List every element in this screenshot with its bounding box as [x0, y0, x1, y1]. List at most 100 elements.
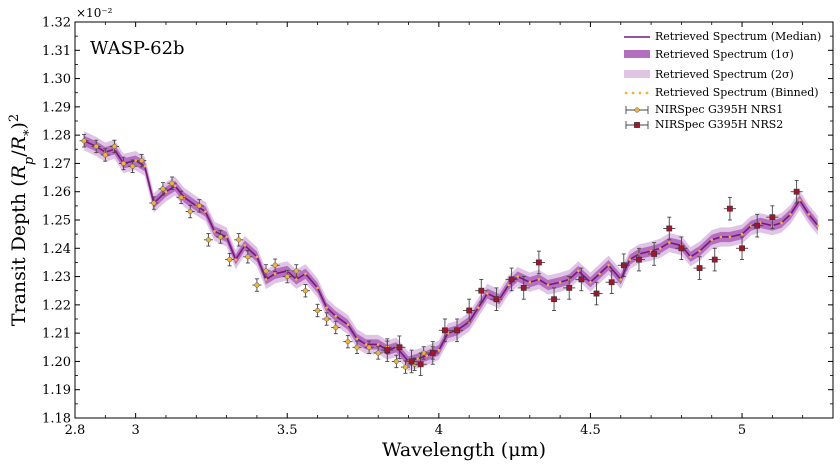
nrs1-marker [81, 138, 87, 144]
nrs2-marker [466, 307, 473, 314]
nrs2-point [590, 281, 603, 306]
nrs2-marker [696, 265, 703, 271]
y-tick-label: 1.30 [42, 72, 71, 87]
nrs2-point [723, 196, 736, 221]
binned-point [689, 255, 692, 259]
y-title-p: p [22, 156, 37, 165]
nrs2-point [475, 278, 488, 303]
binned-point [780, 221, 783, 225]
nrs2-point [381, 338, 394, 362]
nrs2-marker [551, 296, 557, 303]
binned-point [607, 263, 610, 267]
legend-entry: Retrieved Spectrum (Binned) [655, 86, 819, 99]
nrs1-marker [93, 143, 99, 150]
x-tick-label: 3 [131, 423, 139, 438]
median-line [83, 140, 819, 363]
nrs2-marker [666, 225, 673, 232]
nrs1-marker [324, 316, 330, 322]
binned-point [537, 278, 541, 281]
nrs1-marker [366, 344, 372, 350]
binned-point [546, 283, 550, 287]
nrs1-marker [151, 200, 157, 206]
y-multiplier: ×10⁻² [76, 6, 113, 20]
nrs1-marker [227, 257, 233, 263]
y-title-base: Transit Depth ( [8, 179, 30, 326]
nrs1-marker [263, 268, 269, 274]
nrs1-point [400, 360, 411, 374]
nrs2-marker [739, 245, 745, 252]
legend-nrs2-swatch [634, 122, 640, 128]
nrs2-point [735, 236, 749, 261]
binned-point [507, 283, 510, 287]
binned-point [710, 238, 714, 242]
nrs2-marker [636, 256, 642, 263]
binned-point [528, 280, 532, 284]
binned-point [698, 249, 701, 253]
nrs2-marker [478, 287, 485, 294]
binned-point [364, 343, 368, 346]
nrs2-point [675, 236, 688, 261]
plot-frame [74, 21, 834, 419]
nrs1-marker [217, 234, 224, 240]
y-tick-label: 1.29 [42, 100, 71, 115]
nrs2-marker [793, 188, 800, 195]
nrs1-point [137, 153, 147, 168]
binned-point [516, 275, 519, 278]
nrs2-point [617, 253, 630, 278]
binned-point [264, 278, 268, 281]
nrs2-point [790, 179, 803, 204]
y-title-slash: / [8, 150, 30, 157]
nrs2-point [632, 247, 646, 272]
nrs1-point [79, 134, 89, 148]
nrs2-point [575, 267, 588, 292]
binned-point [164, 190, 168, 194]
nrs1-point [167, 176, 177, 190]
nrs1-point [261, 264, 271, 278]
y-tick-label: 1.31 [42, 44, 71, 59]
axis-ticks: 2.8 3 3.5 4 4.5 5 1.18 1.19 1.20 1.21 1.22 1.23 1.24… [42, 16, 834, 438]
nrs1-marker [169, 180, 175, 186]
nrs2-marker [396, 344, 403, 351]
binned-point [416, 357, 419, 360]
y-title-rp: R [8, 165, 30, 180]
nrs1-marker [302, 288, 308, 294]
nrs1-point [291, 264, 301, 278]
nrs1-point [109, 139, 119, 154]
nrs1-marker [315, 307, 321, 314]
binned-point [425, 354, 429, 358]
nrs1-point [185, 204, 195, 219]
nrs1-point [234, 233, 244, 247]
nrs1-marker [139, 158, 145, 164]
binned-point [589, 280, 592, 284]
nrs2-marker [769, 214, 776, 221]
nrs1-point [225, 252, 235, 267]
nrs1-marker [333, 324, 339, 331]
binned-point [740, 232, 744, 236]
binned-point [719, 235, 723, 239]
nrs2-point [663, 216, 676, 241]
nrs2-point [414, 352, 427, 377]
nrs2-marker [429, 350, 436, 356]
binned-point [213, 230, 216, 233]
y-tick-label: 1.18 [42, 412, 71, 427]
nrs1-point [322, 312, 332, 326]
nrs1-marker [102, 152, 108, 158]
legend-binned-swatch [638, 91, 642, 95]
nrs2-marker [566, 284, 573, 291]
nrs2-marker [408, 358, 415, 365]
nrs2-marker [535, 259, 542, 266]
nrs2-point [438, 318, 451, 343]
binned-point [346, 323, 350, 326]
binned-point [304, 272, 307, 276]
nrs1-point [252, 278, 262, 292]
nrs1-marker [402, 364, 409, 370]
nrs2-point [547, 287, 561, 311]
binned-point [816, 224, 820, 227]
nrs1-marker [205, 237, 211, 243]
x-axis-title: Wavelength (μm) [382, 439, 546, 461]
nrs1-point [391, 354, 401, 369]
legend: Retrieved Spectrum (Median) Retrieved Spe… [624, 30, 821, 131]
nrs2-point [517, 276, 530, 300]
binned-point [619, 278, 623, 281]
